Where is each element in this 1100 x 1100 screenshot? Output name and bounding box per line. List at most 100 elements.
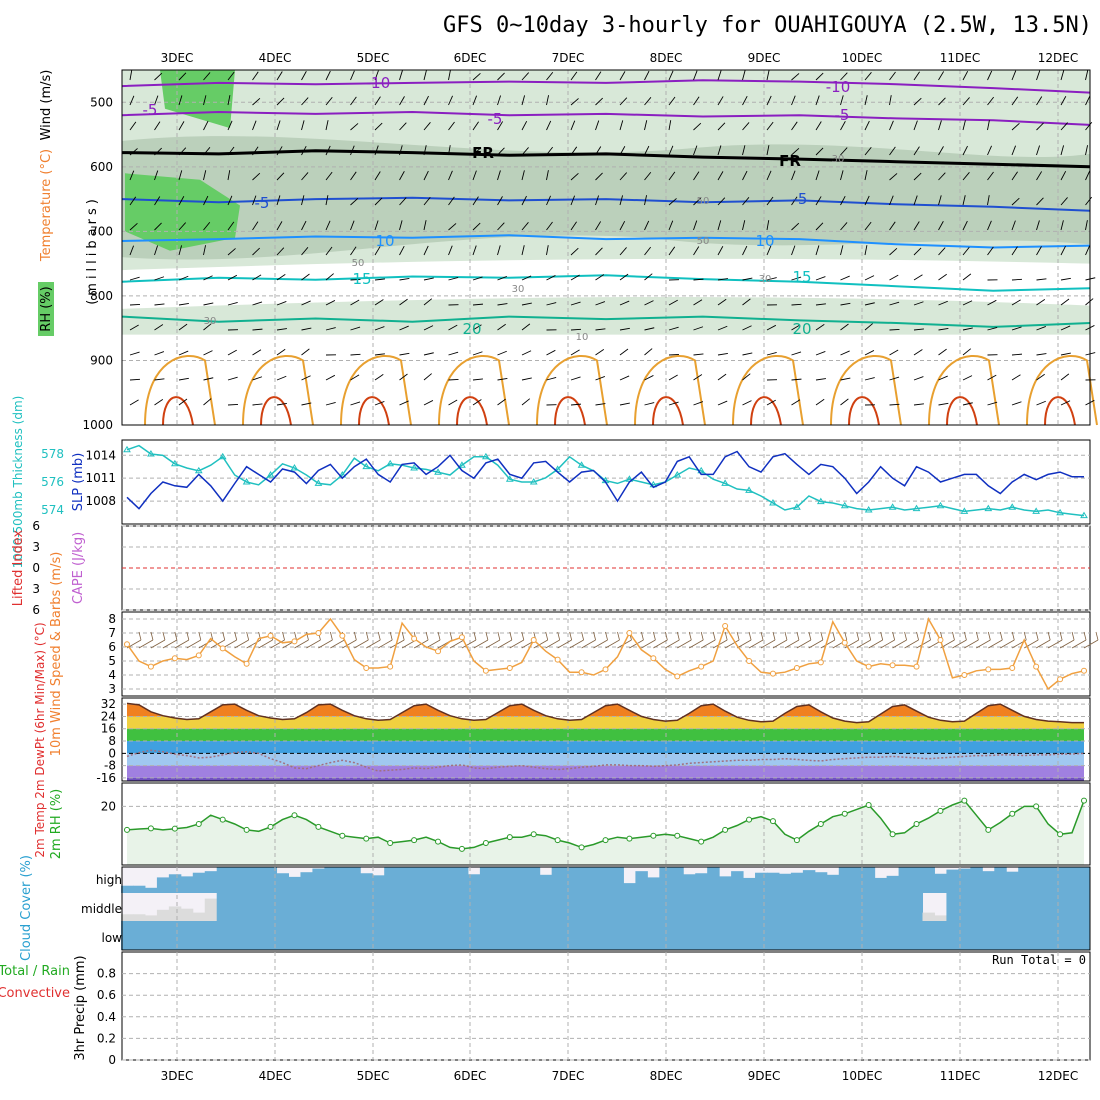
wind-barb [227,221,235,231]
wind-speed-point [793,665,800,671]
cloud-bar [659,893,672,921]
wind-barb [252,172,261,181]
wind-barb [178,302,189,306]
wind-barb [815,276,826,281]
cloud-bar [180,921,194,950]
cloud-bar [396,867,409,893]
wind-barb [276,120,281,131]
cloud-bar [324,921,337,950]
wind-barb [796,639,812,649]
thickness-point [362,462,371,470]
wind-barb [570,195,576,206]
wind-barb [521,120,528,131]
cloud-bar [384,867,397,893]
rh2m-point [674,832,681,839]
side-label-temperature: Temperature (°C) [39,149,54,262]
thickness-slp-panel: 578 576 574 1014 1011 1008 1000-500mb Thicknes… [11,396,1091,568]
wind-barb [1059,639,1075,649]
cloud-bar [1054,921,1067,950]
wind-barb [693,145,698,156]
y-tick-label: 20 [101,799,116,813]
thickness-point [242,478,251,485]
wind-barb [509,639,524,649]
cloud-bar [312,868,325,893]
wind-barb [570,349,580,356]
wind-barb [820,639,836,649]
wind-barb [178,95,183,106]
wind-barb [227,146,235,156]
wind-barb [423,196,431,206]
wind-barb [325,70,331,81]
cloud-bar [1054,893,1067,921]
wind-barb [815,350,826,356]
cloud-bar [814,872,828,893]
cloud-bar [539,921,553,950]
wind-speed-point [1009,665,1016,671]
rh2m-point [650,832,657,839]
cloud-bar [563,893,577,921]
thickness-point [673,471,682,478]
rh2m-point [482,840,489,847]
cloud-bar [671,893,684,921]
wind-barb [913,97,922,106]
wind-barb [252,301,263,306]
wind-barb [210,631,214,641]
wind-barb [815,121,822,131]
thickness-point [697,466,706,474]
wind-barb [840,377,851,381]
wind-barb [448,145,451,156]
cloud-bar [264,893,278,921]
wind-barb [665,639,680,649]
wind-barb [1011,96,1019,106]
y-tick-label: 0 [108,1053,116,1067]
wind-barb [913,71,920,81]
wind-barb [840,121,846,131]
wind-barb [889,403,900,406]
cloud-bar [228,867,242,893]
cloud-bar [551,921,565,950]
y-tick-label: 0.2 [97,1031,116,1045]
wind-barb [570,301,581,306]
wind-barb [1036,246,1042,256]
cloud-bar [300,872,313,893]
wind-barb [448,95,453,106]
wind-barb [619,375,630,381]
cloud-bar [994,893,1007,921]
wind-barb [742,145,746,156]
wind-barb [1085,220,1088,231]
wind-barb [724,631,728,641]
cloud-bar [156,909,170,921]
wind-barb [330,639,345,649]
wind-barb [399,197,407,206]
wind-barb [178,147,187,156]
cloud-bar [922,867,935,893]
wind-barb [693,220,698,231]
wind-barb [688,631,692,641]
wind-barb [423,325,434,331]
wind-barb [1000,639,1015,649]
cloud-bar [360,893,373,921]
wind-barb [129,245,135,256]
panel-frame [121,697,1091,782]
temp-color-band [127,741,1084,754]
wind-barb [154,324,164,331]
wind-barb [472,378,483,381]
wind-barb [913,247,922,256]
cloud-bar [838,893,852,921]
wind-barb [306,631,309,641]
wind-barb [497,398,506,406]
cloud-bar [994,867,1007,893]
wind-barb [276,402,287,406]
cloud-bar [432,867,445,893]
wind-barb [619,247,627,256]
wind-barb [399,373,408,381]
cloud-bar [695,921,708,950]
wind-speed-point [506,665,513,671]
wind-barb [546,376,557,381]
cloud-bar [444,893,457,921]
wind-barb [350,145,355,156]
wind-barb [889,173,898,181]
wind-barb [162,631,166,641]
wind-barb [904,631,907,641]
cloud-bar [396,921,409,950]
